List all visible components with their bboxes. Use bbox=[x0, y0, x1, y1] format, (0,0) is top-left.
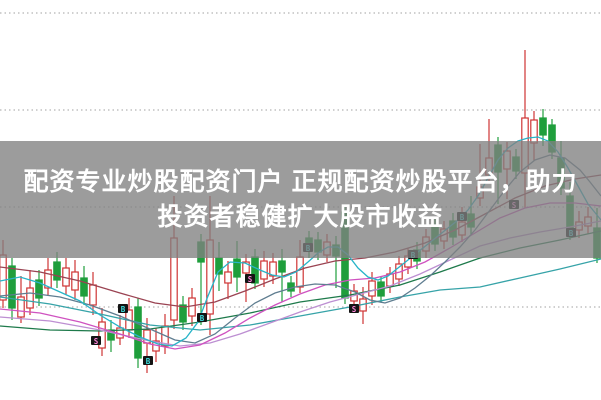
svg-text:S: S bbox=[94, 337, 99, 346]
svg-text:B: B bbox=[200, 314, 205, 323]
svg-text:B: B bbox=[146, 357, 151, 366]
ma-slow-teal bbox=[0, 258, 601, 331]
svg-text:S: S bbox=[248, 275, 253, 284]
svg-text:S: S bbox=[352, 305, 357, 314]
svg-text:B: B bbox=[121, 305, 126, 314]
banner-title-line-2: 投资者稳健扩大股市收益 bbox=[157, 202, 444, 231]
promo-overlay-band: 配资专业炒股配资门户 正规配资炒股平台，助力 投资者稳健扩大股市收益 bbox=[0, 141, 601, 258]
banner-title-line-1: 配资专业炒股配资门户 正规配资炒股平台，助力 bbox=[23, 167, 578, 196]
